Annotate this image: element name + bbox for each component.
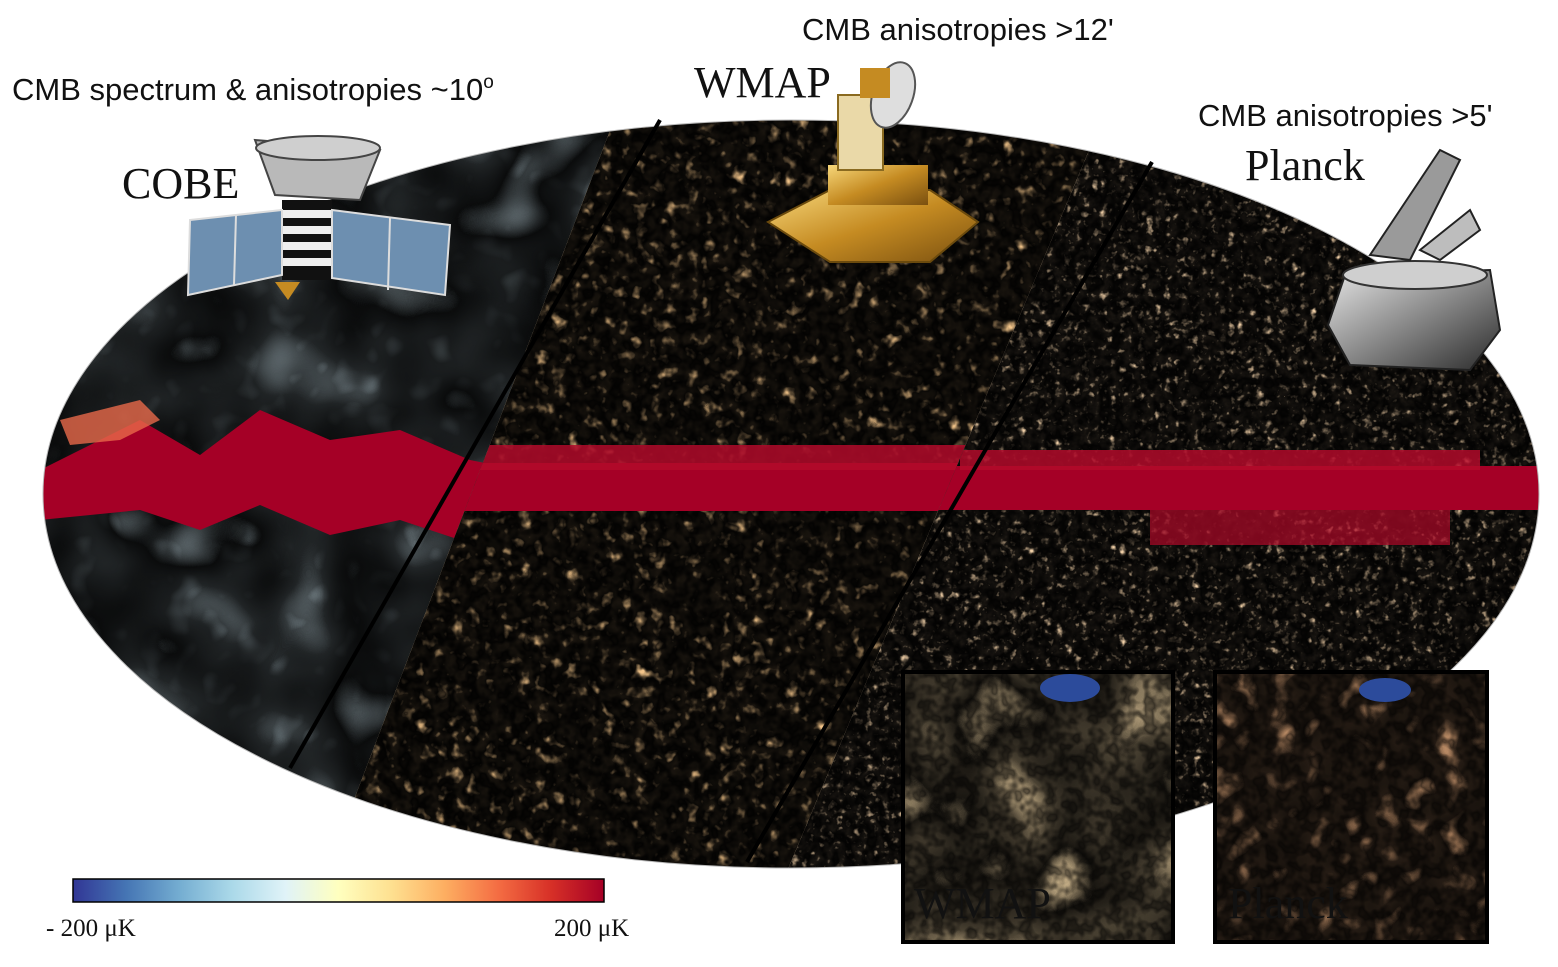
colorbar-max-label: 200 μK [554,915,629,942]
planck-inset-label: Planck [1228,879,1348,928]
cobe-satellite-icon [186,135,452,300]
planck-label: Planck [1245,141,1365,190]
wmap-inset: WMAP [901,670,1175,944]
wmap-label: WMAP [694,58,831,107]
planck-inset: Planck [1213,670,1489,944]
wmap-planck-divider [745,160,1154,864]
planck-caption: CMB anisotropies >5' [1198,98,1493,133]
wmap-inset-label: WMAP [914,879,1051,928]
sky-map-outline [42,119,1540,869]
wmap-satellite-icon [766,61,980,263]
cobe-caption: CMB spectrum & anisotropies ~10o [12,72,494,107]
wmap-caption: CMB anisotropies >12' [802,12,1114,47]
planck-satellite-icon [1326,148,1502,372]
colorbar-min-label: - 200 μK [46,915,136,942]
cobe-label: COBE [122,159,239,208]
cobe-wmap-divider [288,119,662,769]
temperature-colorbar: - 200 μK 200 μK [46,878,629,942]
